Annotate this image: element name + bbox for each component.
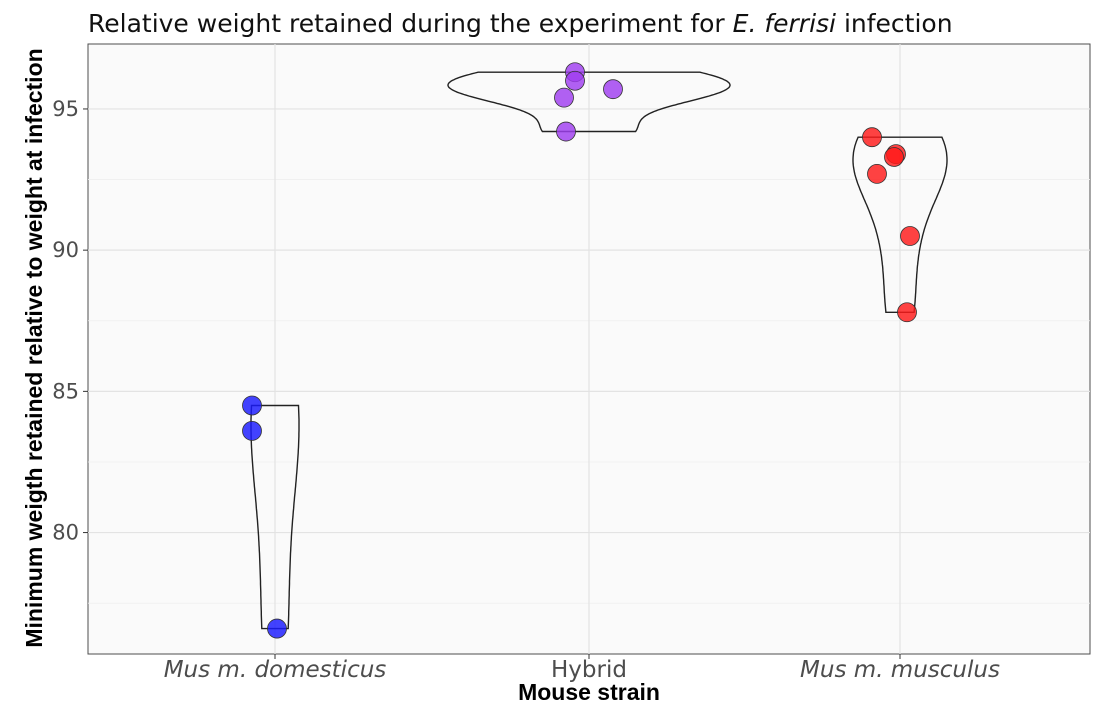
data-point: [603, 79, 623, 100]
data-point: [242, 420, 262, 441]
chart-title: Relative weight retained during the expe…: [88, 9, 953, 38]
data-point: [867, 164, 887, 184]
violins: [250, 71, 948, 630]
chart-title-part: Relative weight retained during the expe…: [88, 9, 733, 38]
chart-title-part: infection: [836, 9, 953, 38]
x-tick-label: Mus m. domesticus: [164, 657, 387, 683]
violin-0: [250, 404, 300, 630]
data-point: [900, 226, 920, 246]
chart-title-part: E. ferrisi: [733, 9, 836, 38]
violin-1: [447, 71, 731, 133]
violin-2: [852, 136, 948, 313]
x-tick-label: Mus m. musculus: [800, 657, 1000, 683]
data-point: [242, 395, 262, 416]
data-point: [565, 70, 585, 91]
x-tick-label: Hybrid: [551, 657, 627, 683]
data-point: [897, 302, 917, 323]
y-axis-ticks: 80 85 90 95: [52, 97, 88, 545]
y-tick-label: 85: [52, 379, 79, 403]
y-axis-title: Minimum weigth retained relative to weig…: [21, 48, 47, 647]
data-point: [554, 87, 574, 108]
gridlines: [88, 44, 1090, 654]
y-tick-label: 80: [52, 521, 79, 545]
y-tick-label: 90: [52, 238, 79, 262]
y-tick-label: 95: [52, 97, 79, 121]
data-point: [556, 121, 576, 142]
x-axis-title: Mouse strain: [518, 679, 660, 705]
data-point: [884, 147, 904, 167]
x-axis-ticks: Mus m. domesticus Hybrid Mus m. musculus: [164, 654, 1000, 683]
data-point: [862, 127, 882, 148]
data-points: [242, 62, 920, 639]
data-point: [267, 618, 287, 639]
